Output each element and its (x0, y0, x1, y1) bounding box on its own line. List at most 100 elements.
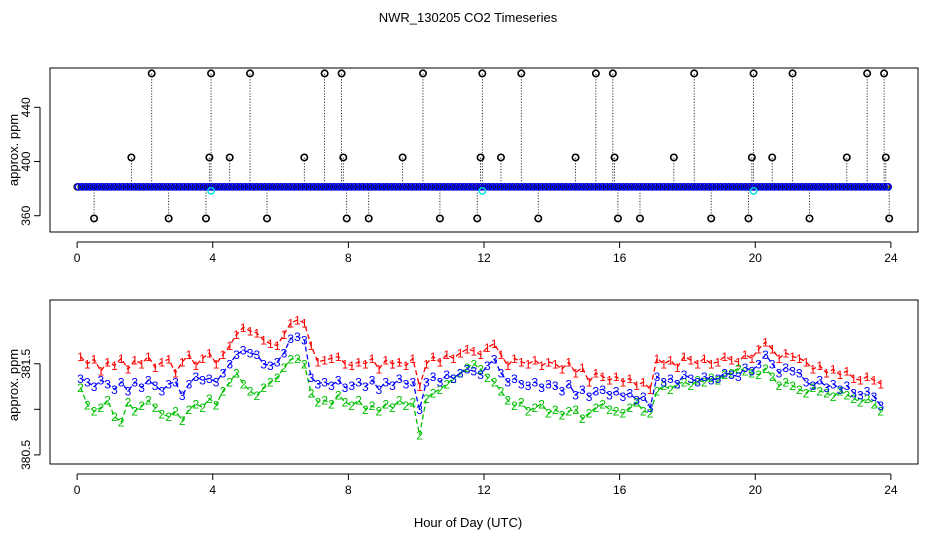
series-1-marker: 1 (681, 350, 688, 364)
series-3-marker: 3 (810, 379, 817, 393)
series-3-marker: 3 (77, 372, 84, 386)
series-3-point (383, 182, 392, 191)
series-1-marker: 1 (470, 345, 477, 359)
series-2-marker: 2 (559, 408, 566, 422)
series-3-point (180, 182, 189, 191)
series-3-point (78, 182, 87, 191)
series-2-marker: 2 (823, 386, 830, 400)
series-1-marker: 1 (396, 355, 403, 369)
series-3-point (522, 182, 530, 191)
top-y-tick-label: 360 (19, 205, 33, 225)
series-3-point (514, 182, 522, 191)
bottom-x-tick-label: 20 (749, 483, 763, 497)
series-3-point (123, 182, 132, 191)
series-2-marker: 2 (409, 396, 416, 410)
series-3-point (733, 182, 742, 191)
spike-point (225, 153, 234, 162)
series-3-point (562, 182, 571, 191)
series-2-marker: 2 (369, 399, 376, 413)
series-3-point (103, 182, 111, 191)
series-3-point (684, 182, 693, 191)
series-3-point (680, 182, 689, 191)
series-1-marker: 1 (382, 354, 389, 368)
series-2-marker: 2 (789, 379, 796, 393)
series-3-marker: 3 (742, 361, 749, 375)
series-3-point (225, 182, 233, 191)
series-3-point (347, 182, 355, 191)
series-3-point (709, 182, 718, 191)
series-1-marker: 1 (104, 355, 111, 369)
series-2-marker: 2 (457, 366, 464, 380)
spike-point (747, 153, 756, 162)
series-3-marker: 3 (850, 386, 857, 400)
series-3-point (164, 182, 172, 191)
series-3-point (412, 182, 421, 191)
series-3-marker: 3 (518, 377, 525, 391)
spike-point (339, 153, 348, 162)
series-3-point (216, 182, 225, 191)
series-3-point (237, 182, 246, 191)
series-1-marker: 1 (721, 350, 728, 364)
series-1-marker: 1 (742, 348, 749, 362)
series-3-point (461, 182, 469, 191)
series-3-marker: 3 (715, 372, 722, 386)
series-3-marker: 3 (369, 374, 376, 388)
series-3-point (168, 182, 176, 191)
series-2-marker: 2 (376, 405, 383, 419)
series-3-point (591, 182, 600, 191)
top-y-tick-label: 440 (19, 97, 33, 117)
series-3-marker: 3 (708, 374, 715, 388)
series-3-marker: 3 (525, 379, 532, 393)
series-3-point (640, 182, 648, 191)
series-3-point (452, 182, 461, 191)
bottom-x-tick-label: 8 (345, 483, 352, 497)
spike-point (201, 214, 210, 223)
series-1-marker: 1 (816, 359, 823, 373)
series-2-marker: 2 (450, 372, 457, 386)
series-2-marker: 2 (864, 392, 871, 406)
series-3-marker: 3 (681, 368, 688, 382)
series-3-marker: 3 (647, 401, 654, 415)
spike-point (885, 214, 894, 223)
series-3-marker: 3 (694, 376, 701, 390)
series-3-marker: 3 (342, 381, 349, 395)
series-2-marker: 2 (159, 407, 166, 421)
series-3-point (286, 182, 294, 191)
series-3-point (811, 182, 819, 191)
series-3-point (627, 182, 636, 191)
series-3-point (90, 182, 99, 191)
top-y-tick-label: 400 (19, 151, 33, 171)
series-3-marker: 3 (789, 365, 796, 379)
series-3-point (241, 182, 250, 191)
series-3-point (688, 182, 697, 191)
series-3-marker: 3 (687, 372, 694, 386)
series-2-marker: 2 (687, 379, 694, 393)
series-3-marker: 3 (308, 371, 315, 385)
series-2-marker: 2 (443, 377, 450, 391)
series-1-marker: 1 (131, 354, 138, 368)
x-axis-label: Hour of Day (UTC) (414, 515, 522, 530)
series-1-marker: 1 (823, 366, 830, 380)
series-3-marker: 3 (111, 383, 118, 397)
series-2-marker: 2 (477, 363, 484, 377)
series-3-point (668, 182, 677, 191)
series-2-marker: 2 (647, 406, 654, 420)
series-3-marker: 3 (165, 377, 172, 391)
series-2-marker: 2 (762, 362, 769, 376)
series-3-point (416, 182, 425, 191)
series-1-marker: 1 (240, 321, 247, 335)
series-3-point (652, 182, 661, 191)
series-3-point (489, 182, 498, 191)
series-3-marker: 3 (477, 368, 484, 382)
spike-point (534, 214, 543, 223)
series-3-marker: 3 (606, 388, 613, 402)
series-3-point (815, 182, 823, 191)
series-3-marker: 3 (579, 383, 586, 397)
series-2-marker: 2 (240, 377, 247, 391)
series-2-marker: 2 (416, 428, 423, 442)
series-1-marker: 1 (654, 352, 661, 366)
series-1-marker: 1 (579, 361, 586, 375)
series-3-point (876, 182, 884, 191)
series-3-point (326, 182, 335, 191)
series-3-marker: 3 (423, 376, 430, 390)
